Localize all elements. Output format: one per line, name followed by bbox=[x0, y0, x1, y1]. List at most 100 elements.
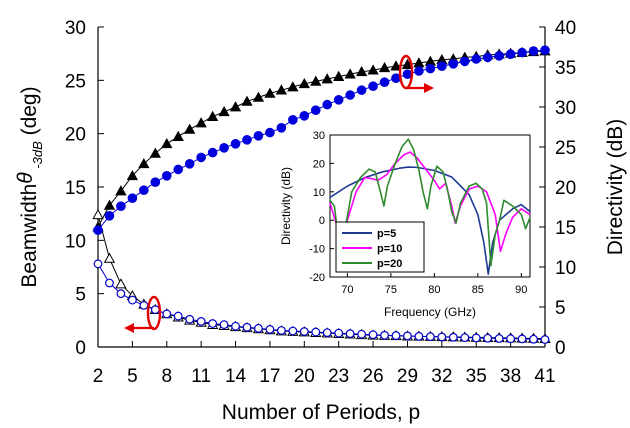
data-point-triangle-filled bbox=[367, 64, 379, 75]
data-point-triangle-filled bbox=[298, 77, 310, 89]
data-point-circle-filled bbox=[356, 85, 367, 95]
left-tick-label: 20 bbox=[65, 125, 86, 146]
data-point-circle-open bbox=[506, 334, 516, 344]
inset-y-tick-label: 30 bbox=[313, 130, 325, 142]
theta-symbol: θ bbox=[14, 172, 37, 184]
data-point-circle-open bbox=[357, 329, 367, 339]
left-tick-label: 15 bbox=[65, 178, 86, 199]
right-tick-label: 0 bbox=[555, 338, 566, 359]
data-point-circle-filled bbox=[494, 50, 504, 61]
data-point-circle-open bbox=[471, 333, 481, 343]
data-point-circle-open bbox=[425, 332, 435, 342]
right-tick-label: 25 bbox=[555, 138, 576, 159]
data-point-triangle-filled bbox=[138, 157, 150, 169]
data-point-circle-filled bbox=[437, 61, 447, 71]
data-point-circle-filled bbox=[276, 123, 287, 133]
data-point-circle-filled bbox=[379, 77, 390, 87]
right-tick-label: 5 bbox=[555, 298, 566, 319]
x-tick-label: 41 bbox=[534, 366, 555, 387]
data-point-circle-open bbox=[219, 320, 229, 330]
data-point-circle-open bbox=[185, 314, 195, 324]
left-tick-label: 0 bbox=[75, 338, 86, 359]
data-point-circle-filled bbox=[540, 45, 550, 55]
left-tick-label: 10 bbox=[65, 231, 86, 252]
x-axis-title: Number of Periods, p bbox=[222, 401, 420, 424]
data-point-circle-filled bbox=[150, 177, 161, 187]
data-point-triangle-filled bbox=[241, 95, 253, 106]
inset-y-tick-label: -10 bbox=[309, 244, 325, 256]
inset-x-tick-label: 80 bbox=[428, 284, 440, 296]
data-point-circle-open bbox=[311, 327, 321, 337]
inset-frame bbox=[329, 134, 531, 278]
data-point-triangle-filled bbox=[252, 91, 265, 102]
x-tick-label: 14 bbox=[225, 366, 247, 387]
series-line-circle-open bbox=[97, 263, 546, 341]
tick-layer: 2 5 8 11 14 17 20 23 26 29 32 35 38 41051015202530051… bbox=[65, 18, 576, 387]
x-tick-label: 26 bbox=[363, 366, 384, 387]
x-tick-label: 11 bbox=[191, 366, 211, 387]
data-point-circle-filled bbox=[368, 81, 378, 91]
data-point-circle-open bbox=[391, 331, 401, 340]
data-point-circle-open bbox=[288, 326, 298, 336]
inset-legend-label: p=20 bbox=[377, 258, 402, 270]
left-tick-label: 25 bbox=[65, 71, 86, 92]
x-tick-label: 38 bbox=[500, 366, 521, 387]
data-point-circle-filled bbox=[402, 69, 413, 79]
data-point-circle-filled bbox=[448, 58, 459, 69]
data-point-triangle-filled bbox=[333, 70, 345, 81]
data-point-triangle-filled bbox=[264, 87, 276, 98]
inset-x-tick-label: 90 bbox=[515, 284, 527, 296]
data-point-circle-filled bbox=[184, 159, 195, 169]
inset-series-line bbox=[329, 138, 531, 267]
data-point-circle-filled bbox=[528, 46, 539, 56]
data-point-circle-open bbox=[254, 323, 263, 333]
data-point-triangle-filled bbox=[103, 199, 116, 210]
data-point-circle-filled bbox=[310, 105, 321, 115]
inset-x-axis-title: Frequency (GHz) bbox=[384, 305, 476, 319]
data-point-circle-filled bbox=[196, 152, 206, 163]
x-tick-label: 32 bbox=[431, 366, 452, 387]
inset-y-tick-label: 20 bbox=[313, 158, 325, 170]
data-point-triangle-filled bbox=[172, 130, 184, 141]
left-axis-title-unit: (deg) bbox=[18, 86, 41, 141]
data-point-circle-filled bbox=[414, 66, 424, 76]
data-point-circle-open bbox=[334, 328, 344, 338]
data-point-circle-open bbox=[116, 289, 126, 299]
inset-legend-label: p=5 bbox=[377, 228, 396, 240]
data-point-circle-filled bbox=[425, 63, 436, 74]
data-point-circle-filled bbox=[505, 49, 516, 59]
right-tick-label: 30 bbox=[555, 98, 576, 119]
left-axis-title: Beamwidthθ -3dB (deg) bbox=[14, 86, 45, 287]
data-point-circle-open bbox=[437, 332, 447, 342]
data-point-triangle-filled bbox=[378, 61, 391, 73]
data-point-circle-open bbox=[345, 329, 355, 339]
x-tick-label: 35 bbox=[466, 366, 487, 387]
data-point-triangle-filled bbox=[344, 68, 356, 79]
data-point-circle-filled bbox=[517, 47, 527, 58]
data-point-circle-filled bbox=[333, 95, 344, 105]
data-point-circle-filled bbox=[459, 56, 470, 67]
data-point-triangle-filled bbox=[355, 65, 368, 77]
left-annotation-arrow-head bbox=[124, 323, 134, 333]
data-point-circle-filled bbox=[253, 131, 264, 141]
data-point-triangle-filled bbox=[184, 123, 196, 134]
data-point-circle-filled bbox=[265, 127, 275, 138]
left-axis-title-word: Beamwidth bbox=[18, 184, 41, 288]
data-point-circle-open bbox=[93, 259, 103, 269]
data-point-circle-open bbox=[150, 305, 160, 315]
inset-legend: p=5 p=10 p=20 bbox=[335, 221, 425, 273]
data-point-triangle-filled bbox=[275, 84, 288, 95]
data-point-circle-filled bbox=[207, 147, 218, 158]
x-tick-label: 20 bbox=[294, 366, 315, 387]
data-point-triangle-filled bbox=[126, 169, 139, 181]
x-tick-label: 2 bbox=[93, 366, 104, 387]
left-axis-annotation bbox=[124, 295, 162, 333]
x-tick-label: 8 bbox=[161, 366, 172, 387]
data-point-circle-open bbox=[276, 326, 286, 335]
data-point-circle-filled bbox=[116, 201, 126, 211]
inset-x-tick-label: 70 bbox=[341, 284, 353, 296]
data-point-circle-open bbox=[517, 334, 527, 344]
data-point-circle-open bbox=[127, 295, 137, 305]
